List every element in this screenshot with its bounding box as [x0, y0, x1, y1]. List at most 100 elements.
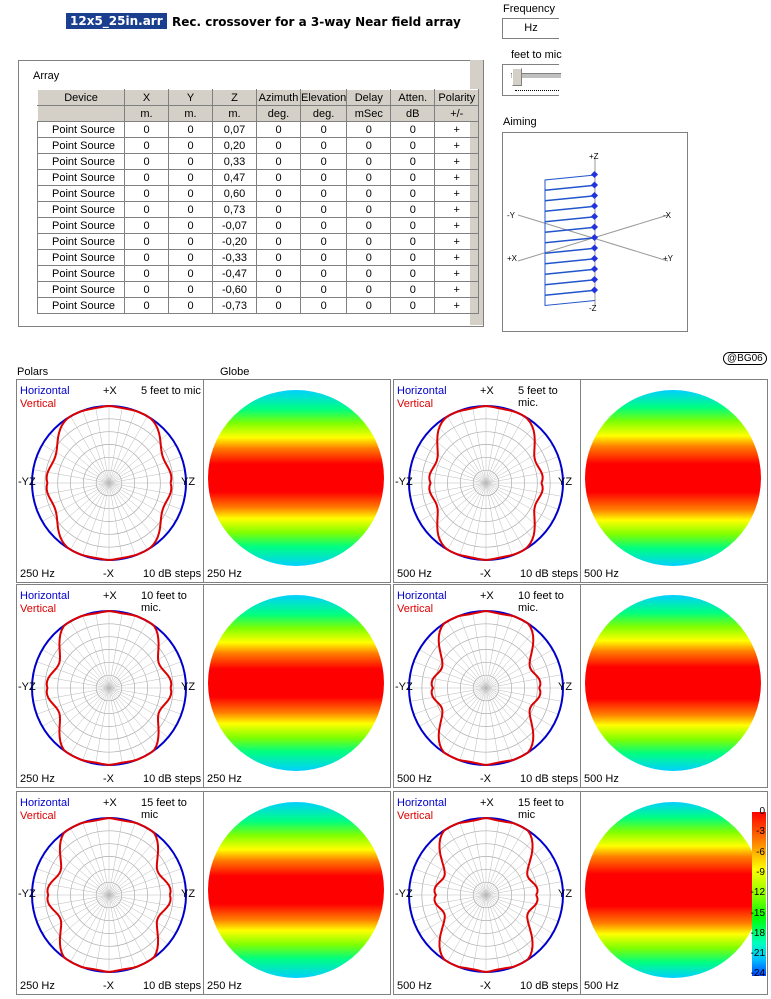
- table-cell[interactable]: +: [434, 121, 480, 138]
- table-cell[interactable]: -0,33: [212, 249, 257, 266]
- table-cell[interactable]: 0: [299, 217, 348, 234]
- table-row[interactable]: Point Source 0 0 -0,73 0 0 0 0 +: [37, 297, 480, 314]
- table-cell[interactable]: 0: [168, 137, 213, 154]
- table-cell[interactable]: 0,20: [212, 137, 257, 154]
- table-cell[interactable]: 0: [346, 169, 392, 186]
- table-cell[interactable]: +: [434, 265, 480, 282]
- table-row[interactable]: Point Source 0 0 -0,47 0 0 0 0 +: [37, 265, 480, 282]
- table-cell[interactable]: 0: [346, 137, 392, 154]
- column-header[interactable]: Elevation: [299, 89, 348, 106]
- table-cell[interactable]: 0: [256, 201, 301, 218]
- table-cell[interactable]: 0: [299, 201, 348, 218]
- column-header[interactable]: Azimuth: [256, 89, 301, 106]
- frequency-input[interactable]: Hz: [502, 18, 559, 39]
- table-cell[interactable]: +: [434, 169, 480, 186]
- table-cell[interactable]: 0: [256, 249, 301, 266]
- table-cell[interactable]: 0: [256, 217, 301, 234]
- table-cell[interactable]: 0: [390, 185, 436, 202]
- table-cell[interactable]: Point Source: [37, 121, 125, 138]
- table-row[interactable]: Point Source 0 0 0,20 0 0 0 0 +: [37, 137, 480, 154]
- table-row[interactable]: Point Source 0 0 -0,60 0 0 0 0 +: [37, 281, 480, 298]
- column-header[interactable]: Atten.: [390, 89, 436, 106]
- table-cell[interactable]: 0: [299, 233, 348, 250]
- table-cell[interactable]: 0: [124, 217, 169, 234]
- column-header[interactable]: X: [124, 89, 169, 106]
- table-cell[interactable]: 0: [390, 233, 436, 250]
- table-cell[interactable]: 0: [256, 233, 301, 250]
- table-cell[interactable]: Point Source: [37, 265, 125, 282]
- table-cell[interactable]: 0: [168, 297, 213, 314]
- table-cell[interactable]: 0: [168, 265, 213, 282]
- table-cell[interactable]: 0: [168, 121, 213, 138]
- table-cell[interactable]: 0: [346, 201, 392, 218]
- table-cell[interactable]: +: [434, 281, 480, 298]
- table-cell[interactable]: 0: [124, 169, 169, 186]
- table-cell[interactable]: 0: [299, 249, 348, 266]
- table-cell[interactable]: 0: [299, 265, 348, 282]
- table-row[interactable]: Point Source 0 0 -0,33 0 0 0 0 +: [37, 249, 480, 266]
- table-cell[interactable]: Point Source: [37, 297, 125, 314]
- table-cell[interactable]: 0: [390, 201, 436, 218]
- table-cell[interactable]: 0: [390, 249, 436, 266]
- table-cell[interactable]: 0: [390, 297, 436, 314]
- table-cell[interactable]: 0: [346, 265, 392, 282]
- table-cell[interactable]: -0,47: [212, 265, 257, 282]
- table-cell[interactable]: 0: [346, 217, 392, 234]
- table-cell[interactable]: 0,07: [212, 121, 257, 138]
- column-header[interactable]: Z: [212, 89, 257, 106]
- column-header[interactable]: Polarity: [434, 89, 480, 106]
- table-cell[interactable]: 0,33: [212, 153, 257, 170]
- table-cell[interactable]: 0: [390, 169, 436, 186]
- table-cell[interactable]: 0: [168, 249, 213, 266]
- table-cell[interactable]: 0,47: [212, 169, 257, 186]
- table-cell[interactable]: 0: [168, 217, 213, 234]
- table-row[interactable]: Point Source 0 0 -0,20 0 0 0 0 +: [37, 233, 480, 250]
- table-cell[interactable]: 0: [124, 297, 169, 314]
- table-cell[interactable]: 0: [299, 121, 348, 138]
- table-cell[interactable]: 0: [168, 281, 213, 298]
- table-cell[interactable]: 0: [168, 201, 213, 218]
- table-cell[interactable]: 0: [256, 281, 301, 298]
- table-cell[interactable]: +: [434, 137, 480, 154]
- table-cell[interactable]: +: [434, 233, 480, 250]
- table-cell[interactable]: -0,20: [212, 233, 257, 250]
- table-cell[interactable]: 0: [124, 265, 169, 282]
- table-row[interactable]: Point Source 0 0 0,73 0 0 0 0 +: [37, 201, 480, 218]
- distance-slider[interactable]: [502, 64, 561, 96]
- table-cell[interactable]: 0: [168, 153, 213, 170]
- table-cell[interactable]: 0: [124, 137, 169, 154]
- table-row[interactable]: Point Source 0 0 0,33 0 0 0 0 +: [37, 153, 480, 170]
- table-cell[interactable]: 0: [256, 137, 301, 154]
- table-cell[interactable]: 0: [390, 265, 436, 282]
- table-cell[interactable]: +: [434, 297, 480, 314]
- table-cell[interactable]: -0,07: [212, 217, 257, 234]
- table-cell[interactable]: 0: [124, 185, 169, 202]
- table-cell[interactable]: 0: [390, 217, 436, 234]
- table-cell[interactable]: +: [434, 201, 480, 218]
- table-cell[interactable]: 0: [124, 153, 169, 170]
- table-cell[interactable]: 0: [256, 185, 301, 202]
- table-cell[interactable]: 0: [168, 185, 213, 202]
- table-cell[interactable]: -0,73: [212, 297, 257, 314]
- table-cell[interactable]: 0: [390, 137, 436, 154]
- slider-thumb[interactable]: [512, 68, 522, 86]
- table-cell[interactable]: 0: [346, 281, 392, 298]
- table-cell[interactable]: Point Source: [37, 201, 125, 218]
- table-cell[interactable]: 0: [346, 233, 392, 250]
- table-cell[interactable]: +: [434, 249, 480, 266]
- table-cell[interactable]: 0: [124, 201, 169, 218]
- table-row[interactable]: Point Source 0 0 0,47 0 0 0 0 +: [37, 169, 480, 186]
- table-cell[interactable]: Point Source: [37, 281, 125, 298]
- table-cell[interactable]: 0: [256, 265, 301, 282]
- table-cell[interactable]: 0,73: [212, 201, 257, 218]
- table-cell[interactable]: 0,60: [212, 185, 257, 202]
- table-cell[interactable]: Point Source: [37, 233, 125, 250]
- table-cell[interactable]: 0: [390, 281, 436, 298]
- table-cell[interactable]: 0: [124, 281, 169, 298]
- table-cell[interactable]: 0: [346, 249, 392, 266]
- table-cell[interactable]: +: [434, 217, 480, 234]
- table-cell[interactable]: 0: [299, 153, 348, 170]
- table-cell[interactable]: 0: [168, 233, 213, 250]
- table-cell[interactable]: 0: [299, 169, 348, 186]
- table-cell[interactable]: 0: [124, 249, 169, 266]
